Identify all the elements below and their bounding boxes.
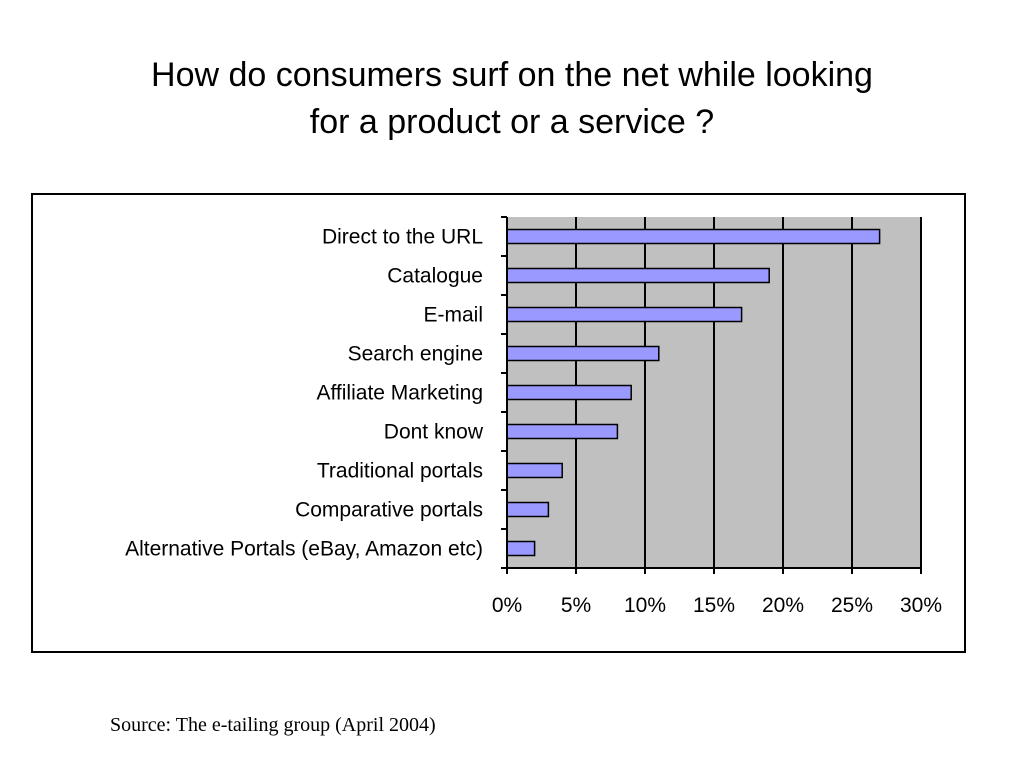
category-label: Affiliate Marketing	[316, 382, 483, 405]
x-tick-label: 10%	[624, 594, 666, 617]
bar	[506, 423, 619, 440]
source-note: Source: The e-tailing group (April 2004)	[110, 714, 436, 736]
bar-chart: Direct to the URL Catalogue E-mail Search e…	[125, 216, 942, 617]
category-label: Search engine	[348, 343, 483, 366]
category-label: Traditional portals	[317, 460, 483, 483]
slide-title: How do consumers surf on the net while l…	[0, 52, 1024, 146]
bar	[506, 267, 770, 284]
bar	[506, 540, 536, 557]
chart-frame: Direct to the URL Catalogue E-mail Search e…	[31, 193, 966, 653]
x-tick-label: 5%	[561, 594, 591, 617]
title-line-1: How do consumers surf on the net while l…	[151, 56, 873, 94]
x-tick-label: 15%	[693, 594, 735, 617]
x-tick-label: 20%	[762, 594, 804, 617]
x-tick-label: 30%	[900, 594, 942, 617]
category-label: Dont know	[384, 421, 484, 444]
x-tick-label: 0%	[492, 594, 522, 617]
bar	[506, 306, 743, 323]
category-label: Alternative Portals (eBay, Amazon etc)	[125, 538, 483, 561]
bar	[506, 345, 660, 362]
category-label: Catalogue	[387, 265, 483, 288]
bar	[506, 228, 881, 245]
bar	[506, 462, 563, 479]
title-line-2: for a product or a service ?	[309, 103, 715, 141]
x-tick-label: 25%	[831, 594, 873, 617]
category-label: E-mail	[423, 304, 483, 327]
category-label: Comparative portals	[295, 499, 483, 522]
category-label: Direct to the URL	[322, 226, 483, 249]
bar	[506, 384, 632, 401]
bar	[506, 501, 550, 518]
